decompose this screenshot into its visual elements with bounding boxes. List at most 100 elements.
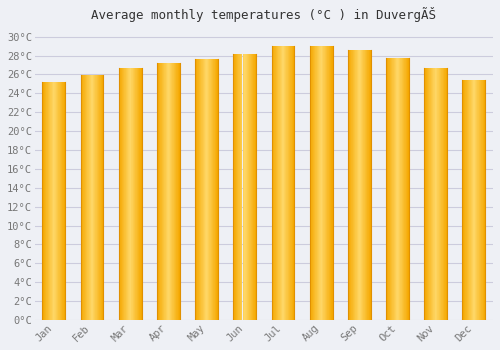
- Bar: [351, 50, 352, 320]
- Bar: [466, 80, 467, 320]
- Bar: [209, 60, 210, 320]
- Bar: [465, 80, 466, 320]
- Bar: [363, 50, 364, 320]
- Bar: [369, 50, 370, 320]
- Bar: [287, 46, 288, 320]
- Bar: [210, 60, 211, 320]
- Bar: [386, 58, 388, 320]
- Bar: [121, 68, 122, 320]
- Bar: [408, 58, 409, 320]
- Bar: [397, 58, 398, 320]
- Bar: [119, 68, 120, 320]
- Bar: [56, 82, 58, 320]
- Bar: [359, 50, 360, 320]
- Bar: [312, 46, 313, 320]
- Bar: [438, 68, 439, 320]
- Bar: [217, 60, 218, 320]
- Bar: [138, 68, 139, 320]
- Bar: [200, 60, 201, 320]
- Bar: [89, 76, 90, 320]
- Bar: [362, 50, 363, 320]
- Bar: [444, 68, 445, 320]
- Bar: [101, 76, 102, 320]
- Bar: [324, 46, 325, 320]
- Bar: [195, 60, 196, 320]
- Bar: [126, 68, 127, 320]
- Bar: [393, 58, 394, 320]
- Bar: [398, 58, 400, 320]
- Bar: [434, 68, 435, 320]
- Bar: [247, 54, 248, 320]
- Bar: [130, 68, 131, 320]
- Bar: [100, 76, 101, 320]
- Bar: [355, 50, 356, 320]
- Bar: [199, 60, 200, 320]
- Bar: [141, 68, 142, 320]
- Bar: [216, 60, 217, 320]
- Bar: [161, 63, 162, 320]
- Bar: [483, 80, 484, 320]
- Bar: [284, 46, 286, 320]
- Bar: [365, 50, 366, 320]
- Bar: [198, 60, 199, 320]
- Bar: [322, 46, 323, 320]
- Bar: [400, 58, 401, 320]
- Bar: [196, 60, 197, 320]
- Bar: [464, 80, 465, 320]
- Bar: [197, 60, 198, 320]
- Bar: [473, 80, 474, 320]
- Bar: [46, 82, 47, 320]
- Bar: [357, 50, 358, 320]
- Bar: [132, 68, 133, 320]
- Bar: [94, 76, 95, 320]
- Bar: [364, 50, 365, 320]
- Bar: [50, 82, 51, 320]
- Bar: [276, 46, 278, 320]
- Bar: [440, 68, 441, 320]
- Bar: [97, 76, 98, 320]
- Bar: [352, 50, 353, 320]
- Bar: [432, 68, 433, 320]
- Bar: [201, 60, 202, 320]
- Bar: [273, 46, 274, 320]
- Bar: [51, 82, 52, 320]
- Bar: [244, 54, 245, 320]
- Bar: [462, 80, 463, 320]
- Bar: [446, 68, 447, 320]
- Bar: [429, 68, 430, 320]
- Bar: [310, 46, 311, 320]
- Bar: [368, 50, 369, 320]
- Bar: [480, 80, 481, 320]
- Bar: [208, 60, 209, 320]
- Bar: [159, 63, 160, 320]
- Bar: [482, 80, 483, 320]
- Bar: [102, 76, 103, 320]
- Bar: [245, 54, 246, 320]
- Bar: [103, 76, 104, 320]
- Bar: [80, 76, 81, 320]
- Bar: [439, 68, 440, 320]
- Bar: [436, 68, 437, 320]
- Bar: [128, 68, 129, 320]
- Bar: [467, 80, 468, 320]
- Bar: [463, 80, 464, 320]
- Bar: [53, 82, 54, 320]
- Bar: [234, 54, 235, 320]
- Bar: [137, 68, 138, 320]
- Bar: [207, 60, 208, 320]
- Bar: [350, 50, 351, 320]
- Bar: [93, 76, 94, 320]
- Bar: [443, 68, 444, 320]
- Bar: [404, 58, 405, 320]
- Bar: [389, 58, 390, 320]
- Bar: [215, 60, 216, 320]
- Bar: [88, 76, 89, 320]
- Bar: [320, 46, 321, 320]
- Bar: [441, 68, 442, 320]
- Bar: [250, 54, 251, 320]
- Bar: [476, 80, 477, 320]
- Bar: [433, 68, 434, 320]
- Bar: [331, 46, 332, 320]
- Bar: [360, 50, 361, 320]
- Bar: [442, 68, 443, 320]
